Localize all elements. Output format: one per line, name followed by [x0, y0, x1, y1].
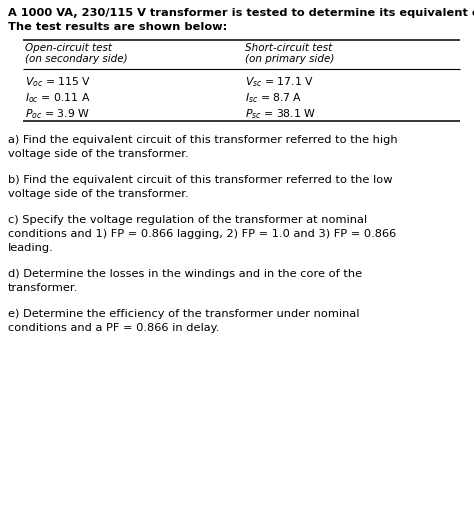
- Text: $I_{oc}$ = 0.11 A: $I_{oc}$ = 0.11 A: [25, 91, 91, 105]
- Text: (on secondary side): (on secondary side): [25, 54, 128, 64]
- Text: a) Find the equivalent circuit of this transformer referred to the high: a) Find the equivalent circuit of this t…: [8, 135, 398, 145]
- Text: $I_{sc}$ = 8.7 A: $I_{sc}$ = 8.7 A: [245, 91, 302, 105]
- Text: c) Specify the voltage regulation of the transformer at nominal: c) Specify the voltage regulation of the…: [8, 215, 367, 225]
- Text: transformer.: transformer.: [8, 283, 78, 293]
- Text: (on primary side): (on primary side): [245, 54, 334, 64]
- Text: Short-circuit test: Short-circuit test: [245, 43, 332, 53]
- Text: d) Determine the losses in the windings and in the core of the: d) Determine the losses in the windings …: [8, 269, 362, 279]
- Text: e) Determine the efficiency of the transformer under nominal: e) Determine the efficiency of the trans…: [8, 309, 359, 319]
- Text: A 1000 VA, 230/115 V transformer is tested to determine its equivalent circuit.: A 1000 VA, 230/115 V transformer is test…: [8, 8, 474, 18]
- Text: $P_{oc}$ = 3.9 W: $P_{oc}$ = 3.9 W: [25, 107, 90, 121]
- Text: leading.: leading.: [8, 243, 54, 253]
- Text: $P_{sc}$ = 38.1 W: $P_{sc}$ = 38.1 W: [245, 107, 316, 121]
- Text: conditions and 1) FP = 0.866 lagging, 2) FP = 1.0 and 3) FP = 0.866: conditions and 1) FP = 0.866 lagging, 2)…: [8, 229, 396, 239]
- Text: conditions and a PF = 0.866 in delay.: conditions and a PF = 0.866 in delay.: [8, 323, 219, 333]
- Text: $V_{oc}$ = 115 V: $V_{oc}$ = 115 V: [25, 75, 91, 89]
- Text: Open-circuit test: Open-circuit test: [25, 43, 112, 53]
- Text: voltage side of the transformer.: voltage side of the transformer.: [8, 189, 189, 199]
- Text: b) Find the equivalent circuit of this transformer referred to the low: b) Find the equivalent circuit of this t…: [8, 175, 392, 185]
- Text: The test results are shown below:: The test results are shown below:: [8, 22, 227, 32]
- Text: $V_{sc}$ = 17.1 V: $V_{sc}$ = 17.1 V: [245, 75, 314, 89]
- Text: voltage side of the transformer.: voltage side of the transformer.: [8, 149, 189, 159]
